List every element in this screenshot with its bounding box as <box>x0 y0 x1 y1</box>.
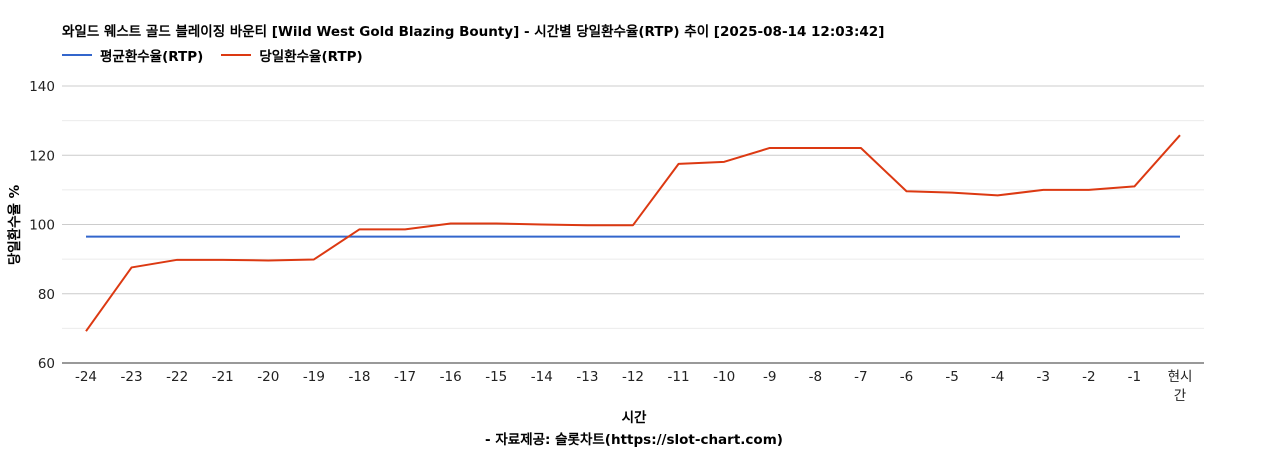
y-axis-title: 당일환수율 % <box>6 184 23 265</box>
x-tick-label: -17 <box>394 369 416 385</box>
legend-label-average: 평균환수율(RTP) <box>100 49 204 65</box>
series <box>85 134 1181 332</box>
x-tick-label: -12 <box>622 369 644 385</box>
x-tick-label: -15 <box>485 369 507 385</box>
legend: 평균환수율(RTP) 당일환수율(RTP) <box>62 45 381 65</box>
x-tick-label: -3 <box>1037 369 1050 385</box>
x-tick-label: -7 <box>854 369 867 385</box>
legend-swatch-average <box>62 54 92 56</box>
x-tick-label: 현시 간 <box>1168 369 1193 404</box>
source-caption: - 자료제공: 슬롯차트(https://slot-chart.com) <box>485 432 783 448</box>
series-line-daily[interactable] <box>85 134 1181 332</box>
x-tick-label: -19 <box>303 369 325 385</box>
x-axis-title: 시간 <box>621 410 647 426</box>
x-tick-label: -16 <box>440 369 462 385</box>
x-tick-label: -4 <box>991 369 1004 385</box>
y-tick-label: 140 <box>29 79 55 95</box>
x-tick-label: -23 <box>121 369 143 385</box>
x-tick-label: -13 <box>576 369 598 385</box>
y-tick-label: 60 <box>38 356 55 372</box>
legend-item-daily[interactable]: 당일환수율(RTP) <box>221 45 363 65</box>
x-tick-label: -2 <box>1082 369 1095 385</box>
x-tick-label: -6 <box>900 369 913 385</box>
x-tick-label: -22 <box>166 369 188 385</box>
y-tick-label: 120 <box>29 148 55 164</box>
x-tick-label: -10 <box>713 369 735 385</box>
legend-item-average[interactable]: 평균환수율(RTP) <box>62 45 203 65</box>
chart-title: 와일드 웨스트 골드 블레이징 바운티 [Wild West Gold Blaz… <box>62 24 885 40</box>
x-tick-label: -18 <box>348 369 370 385</box>
y-tick-label: 100 <box>29 218 55 234</box>
legend-label-daily: 당일환수율(RTP) <box>259 49 363 65</box>
legend-swatch-daily <box>221 54 252 56</box>
x-tick-label: -9 <box>763 369 776 385</box>
x-axis-ticks: -24 -23 -22 -21 -20 -19 -18 -17 -16 -15 -14 -13 -12 -… <box>75 369 1192 404</box>
x-tick-label: -11 <box>668 369 690 385</box>
y-axis-ticks: 60 80 100 120 140 <box>29 79 55 372</box>
y-tick-label: 80 <box>38 287 55 303</box>
x-tick-label: -24 <box>75 369 97 385</box>
x-tick-label: -14 <box>531 369 553 385</box>
x-tick-label: -20 <box>257 369 279 385</box>
x-tick-label: -5 <box>945 369 958 385</box>
x-tick-label: -1 <box>1128 369 1141 385</box>
x-tick-label: -21 <box>212 369 234 385</box>
x-tick-label: -8 <box>809 369 822 385</box>
